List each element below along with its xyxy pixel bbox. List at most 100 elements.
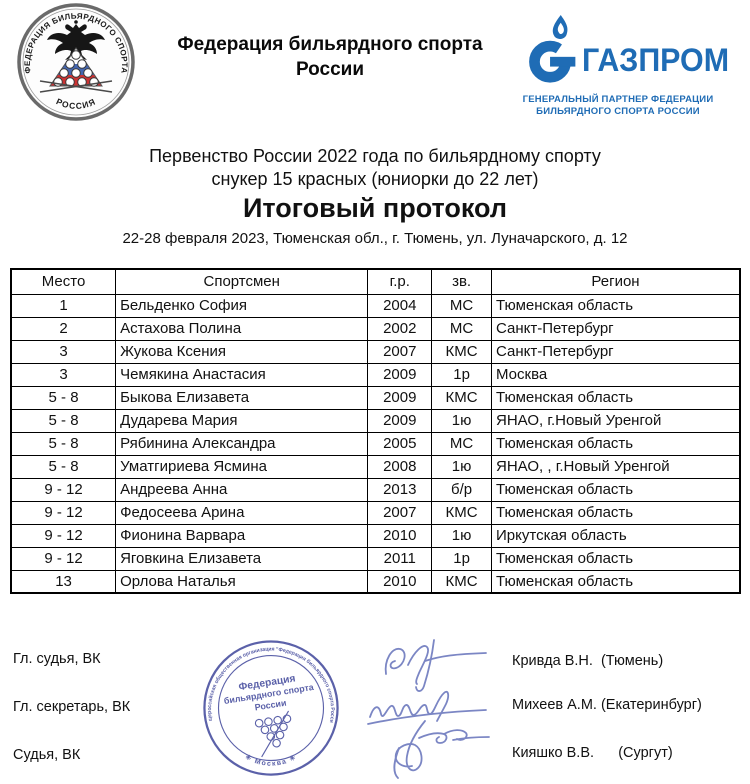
- birth-year-cell: 2007: [367, 339, 433, 364]
- federation-name-line2: России: [295, 59, 365, 80]
- birth-year-cell: 2004: [367, 293, 433, 318]
- region-cell: Тюменская область: [491, 546, 741, 571]
- signature-role-chief-judge: Гл. судья, ВК: [13, 651, 101, 667]
- signature-chief-secretary-icon: [367, 690, 487, 725]
- col-header-region: Регион: [491, 268, 741, 295]
- place-cell: 13: [10, 569, 117, 594]
- col-header-birth-year: г.р.: [367, 268, 433, 295]
- place-cell: 3: [10, 339, 117, 364]
- rank-cell: 1ю: [431, 408, 493, 433]
- federation-emblem-icon: ФЕДЕРАЦИЯ БИЛЬЯРДНОГО СПОРТА РОССИЯ: [17, 3, 135, 121]
- table-row: 9 - 12 Андреева Анна 2013 б/р Тюменская обла…: [10, 477, 741, 502]
- region-cell: Тюменская область: [491, 431, 741, 456]
- col-header-place: Место: [10, 268, 117, 295]
- athlete-cell: Андреева Анна: [115, 477, 369, 502]
- athlete-cell: Фионина Варвара: [115, 523, 369, 548]
- gazprom-tagline-line1: ГЕНЕРАЛЬНЫЙ ПАРТНЕР ФЕДЕРАЦИИ: [522, 94, 714, 105]
- birth-year-cell: 2008: [367, 454, 433, 479]
- birth-year-cell: 2007: [367, 500, 433, 525]
- col-header-athlete: Спортсмен: [115, 268, 369, 295]
- table-row: 5 - 8 Быкова Елизавета 2009 КМС Тюменская об…: [10, 385, 741, 410]
- table-row: 9 - 12 Яговкина Елизавета 2011 1р Тюменская …: [10, 546, 741, 571]
- signature-chief-judge-icon: [384, 639, 487, 692]
- table-row: 1 Бельденко София 2004 МС Тюменская область: [10, 293, 741, 318]
- region-cell: ЯНАО, , г.Новый Уренгой: [491, 454, 741, 479]
- double-eagle-icon: [47, 20, 105, 60]
- rank-cell: КМС: [431, 339, 493, 364]
- signatory-name-chief-judge: Кривда В.Н. (Тюмень): [512, 653, 664, 669]
- emblem-bottom-arc-text: РОССИЯ: [55, 96, 97, 111]
- athlete-cell: Орлова Наталья: [115, 569, 369, 594]
- crossed-cues-icon: [39, 80, 113, 93]
- table-header-row: Место Спортсмен г.р. зв. Регион: [10, 268, 741, 295]
- region-cell: Тюменская область: [491, 569, 741, 594]
- region-cell: ЯНАО, г.Новый Уренгой: [491, 408, 741, 433]
- athlete-cell: Чемякина Анастасия: [115, 362, 369, 387]
- event-title-line1: Первенство России 2022 года по бильярдно…: [149, 146, 601, 166]
- federation-name-line1: Федерация бильярдного спорта: [177, 34, 483, 55]
- results-table: Место Спортсмен г.р. зв. Регион 1 Бельден…: [10, 268, 741, 594]
- stamp-rack-icon: [254, 710, 292, 758]
- place-cell: 9 - 12: [10, 477, 117, 502]
- signatory-name-chief-secretary: Михеев А.М. (Екатеринбург): [512, 697, 702, 713]
- birth-year-cell: 2009: [367, 385, 433, 410]
- table-row: 2 Астахова Полина 2002 МС Санкт-Петербург: [10, 316, 741, 341]
- region-cell: Иркутская область: [491, 523, 741, 548]
- birth-year-cell: 2005: [367, 431, 433, 456]
- federation-round-stamp-icon: Общероссийская общественная организация …: [196, 633, 339, 776]
- birth-year-cell: 2002: [367, 316, 433, 341]
- col-header-rank: зв.: [431, 268, 493, 295]
- place-cell: 1: [10, 293, 117, 318]
- results-table-body: 1 Бельденко София 2004 МС Тюменская область 2…: [10, 293, 741, 594]
- gazprom-tagline: ГЕНЕРАЛЬНЫЙ ПАРТНЕР ФЕДЕРАЦИИ БИЛЬЯРДНОГ…: [518, 94, 718, 117]
- rank-cell: б/р: [431, 477, 493, 502]
- federation-name: Федерация бильярдного спорта России: [145, 32, 515, 82]
- region-cell: Тюменская область: [491, 293, 741, 318]
- signature-role-judge: Судья, ВК: [13, 747, 81, 763]
- place-cell: 5 - 8: [10, 431, 117, 456]
- table-row: 5 - 8 Рябинина Александра 2005 МС Тюменская …: [10, 431, 741, 456]
- table-row: 13 Орлова Наталья 2010 КМС Тюменская область: [10, 569, 741, 594]
- signature-role-chief-secretary: Гл. секретарь, ВК: [13, 699, 131, 715]
- birth-year-cell: 2010: [367, 523, 433, 548]
- rank-cell: 1ю: [431, 523, 493, 548]
- rank-cell: КМС: [431, 569, 493, 594]
- birth-year-cell: 2013: [367, 477, 433, 502]
- signatory-name-judge: Кияшко В.В. (Сургут): [512, 745, 673, 761]
- rank-cell: 1р: [431, 362, 493, 387]
- athlete-cell: Уматгириева Ясмина: [115, 454, 369, 479]
- gazprom-partner-block: ГАЗПРОМ ГЕНЕРАЛЬНЫЙ ПАРТНЕР ФЕДЕРАЦИИ БИ…: [518, 6, 729, 122]
- athlete-cell: Быкова Елизавета: [115, 385, 369, 410]
- event-title-line2: снукер 15 красных (юниорки до 22 лет): [211, 169, 539, 189]
- table-row: 9 - 12 Федосеева Арина 2007 КМС Тюменская об…: [10, 500, 741, 525]
- athlete-cell: Рябинина Александра: [115, 431, 369, 456]
- region-cell: Тюменская область: [491, 385, 741, 410]
- event-venue-line: 22-28 февраля 2023, Тюменская обл., г. Т…: [122, 230, 628, 247]
- table-row: 3 Жукова Ксения 2007 КМС Санкт-Петербург: [10, 339, 741, 364]
- birth-year-cell: 2009: [367, 362, 433, 387]
- place-cell: 3: [10, 362, 117, 387]
- protocol-title: Итоговый протокол: [242, 193, 507, 223]
- birth-year-cell: 2010: [367, 569, 433, 594]
- region-cell: Тюменская область: [491, 477, 741, 502]
- region-cell: Санкт-Петербург: [491, 339, 741, 364]
- athlete-cell: Яговкина Елизавета: [115, 546, 369, 571]
- athlete-cell: Федосеева Арина: [115, 500, 369, 525]
- gazprom-flame-icon: [529, 14, 580, 83]
- birth-year-cell: 2011: [367, 546, 433, 571]
- place-cell: 5 - 8: [10, 385, 117, 410]
- svg-text:РОССИЯ: РОССИЯ: [55, 96, 98, 111]
- table-row: 5 - 8 Дударева Мария 2009 1ю ЯНАО, г.Новый У…: [10, 408, 741, 433]
- region-cell: Санкт-Петербург: [491, 316, 741, 341]
- athlete-cell: Жукова Ксения: [115, 339, 369, 364]
- rank-cell: МС: [431, 293, 493, 318]
- table-row: 3 Чемякина Анастасия 2009 1р Москва: [10, 362, 741, 387]
- region-cell: Тюменская область: [491, 500, 741, 525]
- athlete-cell: Дударева Мария: [115, 408, 369, 433]
- place-cell: 5 - 8: [10, 408, 117, 433]
- table-row: 9 - 12 Фионина Варвара 2010 1ю Иркутская обл…: [10, 523, 741, 548]
- place-cell: 5 - 8: [10, 454, 117, 479]
- rank-cell: 1ю: [431, 454, 493, 479]
- athlete-cell: Бельденко София: [115, 293, 369, 318]
